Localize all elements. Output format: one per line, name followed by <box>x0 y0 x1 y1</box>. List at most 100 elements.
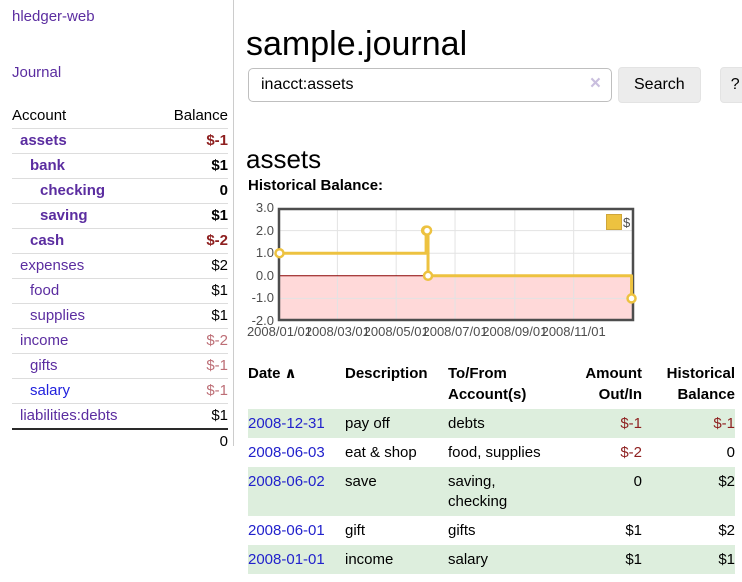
account-row: gifts $-1 <box>12 353 228 378</box>
account-link-liabilities-debts[interactable]: liabilities:debts <box>20 407 118 424</box>
x-tick-label: 2008/09/01 <box>482 324 548 339</box>
app-title-link[interactable]: hledger-web <box>12 8 95 25</box>
balance-chart-svg <box>274 207 637 322</box>
account-balance: $1 <box>211 157 228 174</box>
account-link-cash[interactable]: cash <box>30 232 65 249</box>
chart-plot-area <box>274 207 637 322</box>
tofrom-column-header[interactable]: To/From Account(s) <box>448 365 527 403</box>
account-balance: $-2 <box>206 232 228 249</box>
account-row: assets $-1 <box>12 128 228 153</box>
account-link-bank[interactable]: bank <box>30 157 66 174</box>
balance-column-header: Balance <box>173 107 228 124</box>
transaction-accounts: saving, checking <box>448 473 508 510</box>
account-balance-table: Account Balance assets $-1 bank $1 check… <box>12 104 228 454</box>
account-row: checking 0 <box>12 178 228 203</box>
x-tick-label: 2008/05/01 <box>363 324 429 339</box>
transaction-balance: $-1 <box>713 415 735 432</box>
register-rows: 2008-12-31 pay off debts $-1 $-1 2008-06… <box>248 409 735 574</box>
account-total-row: 0 <box>12 428 228 454</box>
transaction-amount: $1 <box>625 522 642 539</box>
account-link-income[interactable]: income <box>20 332 69 349</box>
transaction-balance: $2 <box>718 473 735 490</box>
account-link-supplies[interactable]: supplies <box>30 307 86 324</box>
transaction-row: 2008-01-01 income salary $1 $1 <box>248 545 735 574</box>
legend-label: $ <box>623 214 631 230</box>
search-form: × Search ? <box>248 67 742 103</box>
search-button[interactable]: Search <box>618 67 701 103</box>
transaction-date-link[interactable]: 2008-01-01 <box>248 551 325 568</box>
y-tick-label: 3.0 <box>255 200 274 215</box>
account-table-header: Account Balance <box>12 104 228 128</box>
search-input[interactable] <box>248 68 612 102</box>
account-link-assets[interactable]: assets <box>20 132 67 149</box>
transaction-description: eat & shop <box>345 444 417 461</box>
account-row: expenses $2 <box>12 253 228 278</box>
account-balance: $-2 <box>206 332 228 349</box>
clear-search-icon[interactable]: × <box>589 73 601 94</box>
transaction-description: pay off <box>345 415 390 432</box>
account-link-food[interactable]: food <box>30 282 60 299</box>
sidebar-divider <box>233 0 234 446</box>
description-column-header[interactable]: Description <box>345 365 428 382</box>
x-tick-label: 2008/01/01 <box>246 324 313 339</box>
y-tick-label: 1.0 <box>255 245 274 261</box>
transaction-description: income <box>345 551 394 568</box>
balance-column-header[interactable]: Historical Balance <box>666 365 735 403</box>
x-tick-label: 2008/07/01 <box>422 324 488 339</box>
help-button[interactable]: ? <box>719 67 742 103</box>
transaction-row: 2008-06-02 save saving, checking 0 $2 <box>248 467 735 516</box>
sort-asc-icon: ∧ <box>284 365 297 382</box>
y-tick-label: -2.0 <box>251 313 274 328</box>
account-balance: $1 <box>211 307 228 324</box>
account-row: saving $1 <box>12 203 228 228</box>
transaction-balance: $2 <box>718 522 735 539</box>
transaction-amount: 0 <box>633 473 642 490</box>
account-column-header: Account <box>12 107 67 124</box>
transaction-accounts: salary <box>448 551 489 568</box>
account-balance: $-1 <box>206 132 228 149</box>
account-row: income $-2 <box>12 328 228 353</box>
account-balance: $1 <box>211 282 228 299</box>
transaction-date-link[interactable]: 2008-12-31 <box>248 415 325 432</box>
account-row: food $1 <box>12 278 228 303</box>
register-table: Date ∧ Description To/From Account(s) Amo… <box>248 360 735 574</box>
transaction-date-link[interactable]: 2008-06-02 <box>248 473 325 490</box>
account-link-checking[interactable]: checking <box>40 182 106 199</box>
transaction-date-link[interactable]: 2008-06-01 <box>248 522 325 539</box>
account-balance: $-1 <box>206 357 228 374</box>
account-balance: $-1 <box>206 382 228 399</box>
chart-title: Historical Balance: <box>248 177 384 194</box>
account-balance: $1 <box>211 407 228 424</box>
account-balance: $1 <box>211 207 228 224</box>
x-tick-label: 2008/11/01 <box>541 324 606 339</box>
account-link-saving[interactable]: saving <box>40 207 88 224</box>
y-tick-label: 2.0 <box>255 222 274 238</box>
account-heading: assets <box>246 143 322 174</box>
transaction-date-link[interactable]: 2008-06-03 <box>248 444 325 461</box>
transaction-balance: $1 <box>718 551 735 568</box>
account-row: liabilities:debts $1 <box>12 403 228 428</box>
transaction-balance: 0 <box>726 444 735 461</box>
transaction-amount: $1 <box>625 551 642 568</box>
transaction-row: 2008-12-31 pay off debts $-1 $-1 <box>248 409 735 438</box>
date-column-header[interactable]: Date ∧ <box>248 365 297 382</box>
transaction-row: 2008-06-03 eat & shop food, supplies $-2… <box>248 438 735 467</box>
transaction-description: gift <box>345 522 366 539</box>
account-link-gifts[interactable]: gifts <box>30 357 58 374</box>
amount-column-header[interactable]: Amount Out/In <box>585 365 642 403</box>
account-link-expenses[interactable]: expenses <box>20 257 85 274</box>
page-title: sample.journal <box>246 24 468 63</box>
transaction-amount: $-1 <box>620 415 642 432</box>
total-balance: 0 <box>219 433 228 450</box>
register-header-row: Date ∧ Description To/From Account(s) Amo… <box>248 360 735 409</box>
account-row: cash $-2 <box>12 228 228 253</box>
account-link-salary[interactable]: salary <box>30 382 71 399</box>
chart-legend: $ <box>606 214 630 230</box>
transaction-accounts: food, supplies <box>448 444 541 461</box>
account-row: bank $1 <box>12 153 228 178</box>
sidebar-item-journal[interactable]: Journal <box>12 64 62 81</box>
transaction-amount: $-2 <box>620 444 642 461</box>
account-balance: 0 <box>219 182 228 199</box>
transaction-row: 2008-06-01 gift gifts $1 $2 <box>248 516 735 545</box>
